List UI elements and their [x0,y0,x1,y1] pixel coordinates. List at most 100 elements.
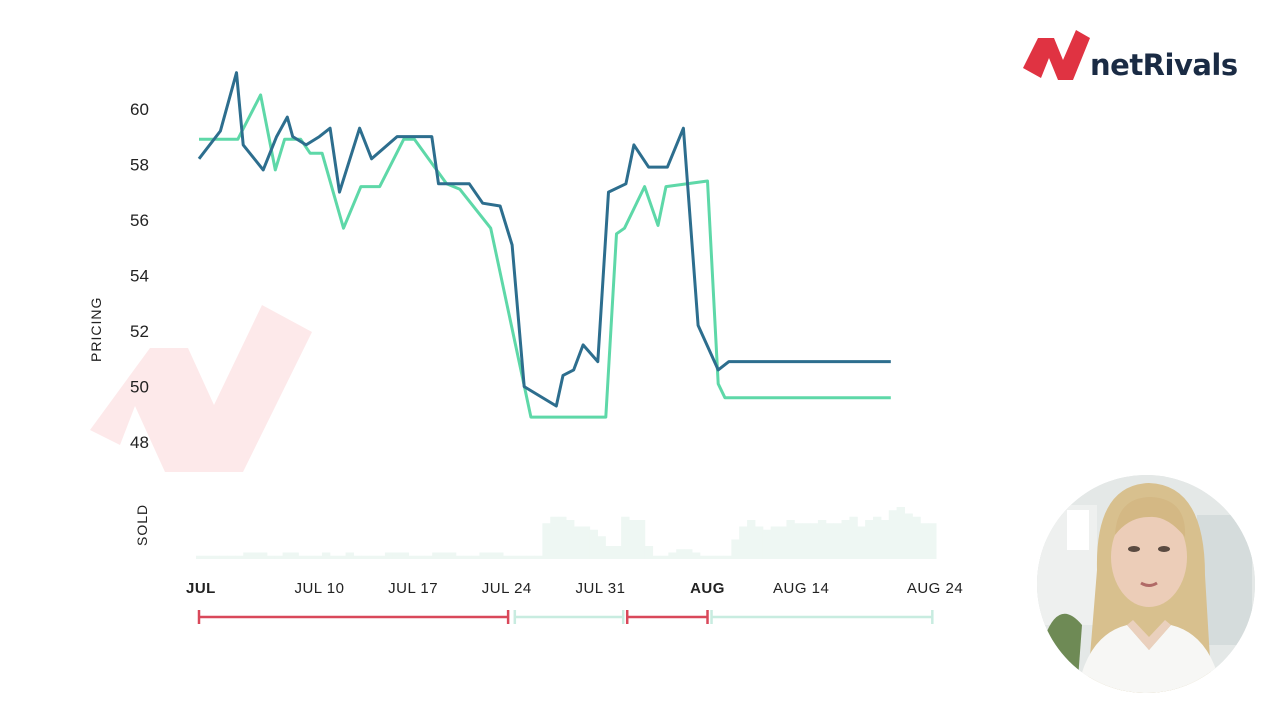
sold-bar [636,520,646,559]
sold-bar [880,520,890,559]
sold-bar [723,555,732,559]
sold-bar [873,516,882,559]
sold-bar [495,552,504,559]
x-tick-label: JUL 24 [482,580,532,597]
sold-bar [329,555,339,559]
sold-bar [408,555,417,559]
sold-bar [258,552,268,559]
sold-bar [526,555,536,559]
sold-bar [888,510,898,559]
sold-bar [321,552,331,559]
sold-bar [731,539,740,559]
sold-bar [337,555,347,559]
sold-bar [314,555,323,559]
sold-bar [518,555,528,559]
sold-bar [211,555,221,559]
sold-bar [652,555,661,559]
sold-bar [345,552,354,559]
y-axis-ticks: 48 50 52 54 56 58 60 [130,100,149,452]
sold-bar [432,552,441,559]
sold-bar [534,555,543,559]
sold-bar [542,523,551,559]
sold-bar [361,555,370,559]
sold-bar [912,516,921,559]
sold-bar [471,555,480,559]
sold-bar [833,523,843,559]
sold-bar [896,507,906,559]
sold-bar [487,552,496,559]
sold-bar [786,520,795,559]
sold-bar [770,526,780,559]
sold-bar [707,555,717,559]
sold-bar [613,546,622,559]
sold-bar [825,523,835,559]
y-tick-label: 50 [130,378,149,397]
sold-bar [857,526,866,559]
sold-bar [684,549,693,559]
sold-bar [251,552,260,559]
sold-bar [715,555,724,559]
sold-bar [928,523,937,559]
y-tick-label: 56 [130,211,149,230]
sold-bar [550,516,559,559]
x-tick-label: AUG [690,580,725,597]
sold-bar [203,555,213,559]
sold-bar [369,555,378,559]
sold-bar [463,555,473,559]
sold-bar [778,526,787,559]
sold-bar [865,520,874,559]
x-tick-label: AUG 14 [773,580,829,597]
price-series-line [197,71,891,408]
sold-bar [266,555,276,559]
sold-bar [503,555,512,559]
sold-bar [243,552,252,559]
y-tick-label: 54 [130,266,149,285]
sold-bar [644,546,654,559]
sold-bar [219,555,228,559]
sold-bar [196,555,205,559]
sold-bar [794,523,803,559]
sold-bar [566,520,575,559]
sold-bar [904,513,913,559]
sold-bar [306,555,315,559]
netrivals-watermark-icon [90,305,312,472]
sold-bars [196,507,937,559]
y-tick-label: 60 [130,100,149,119]
y-tick-label: 52 [130,322,149,341]
sold-bar [400,552,410,559]
sold-bar [589,529,598,559]
x-tick-label: JUL 10 [294,580,344,597]
sold-bar [676,549,685,559]
sold-bar [440,552,449,559]
sold-axis-title: SOLD [134,504,150,546]
sold-bar [416,555,425,559]
sold-bar [455,555,465,559]
x-axis-ticks: JUL JUL 10 JUL 17 JUL 24 JUL 31 AUG AUG 14 AUG … [186,580,963,597]
sold-bar [841,520,850,559]
sold-bar [298,555,307,559]
sold-bar [274,555,284,559]
sold-bar [581,526,591,559]
sold-bar [290,552,299,559]
sold-bar [227,555,236,559]
sold-bar [235,555,244,559]
y-axis-title: PRICING [88,297,104,362]
sold-bar [691,552,701,559]
sold-bar [479,552,488,559]
x-tick-label: JUL [186,580,216,597]
x-tick-label: AUG 24 [907,580,963,597]
sold-bar [353,555,362,559]
sold-bar [660,555,669,559]
sold-bar [754,526,764,559]
price-series [197,71,891,419]
sold-bar [668,552,677,559]
sold-bar [920,523,929,559]
presenter-video-avatar-icon [1037,475,1255,693]
sold-bar [628,520,638,559]
sold-bar [447,552,457,559]
y-tick-label: 48 [130,433,149,452]
sold-bar [849,516,858,559]
sold-bar [605,546,614,559]
sold-bar [597,536,606,559]
